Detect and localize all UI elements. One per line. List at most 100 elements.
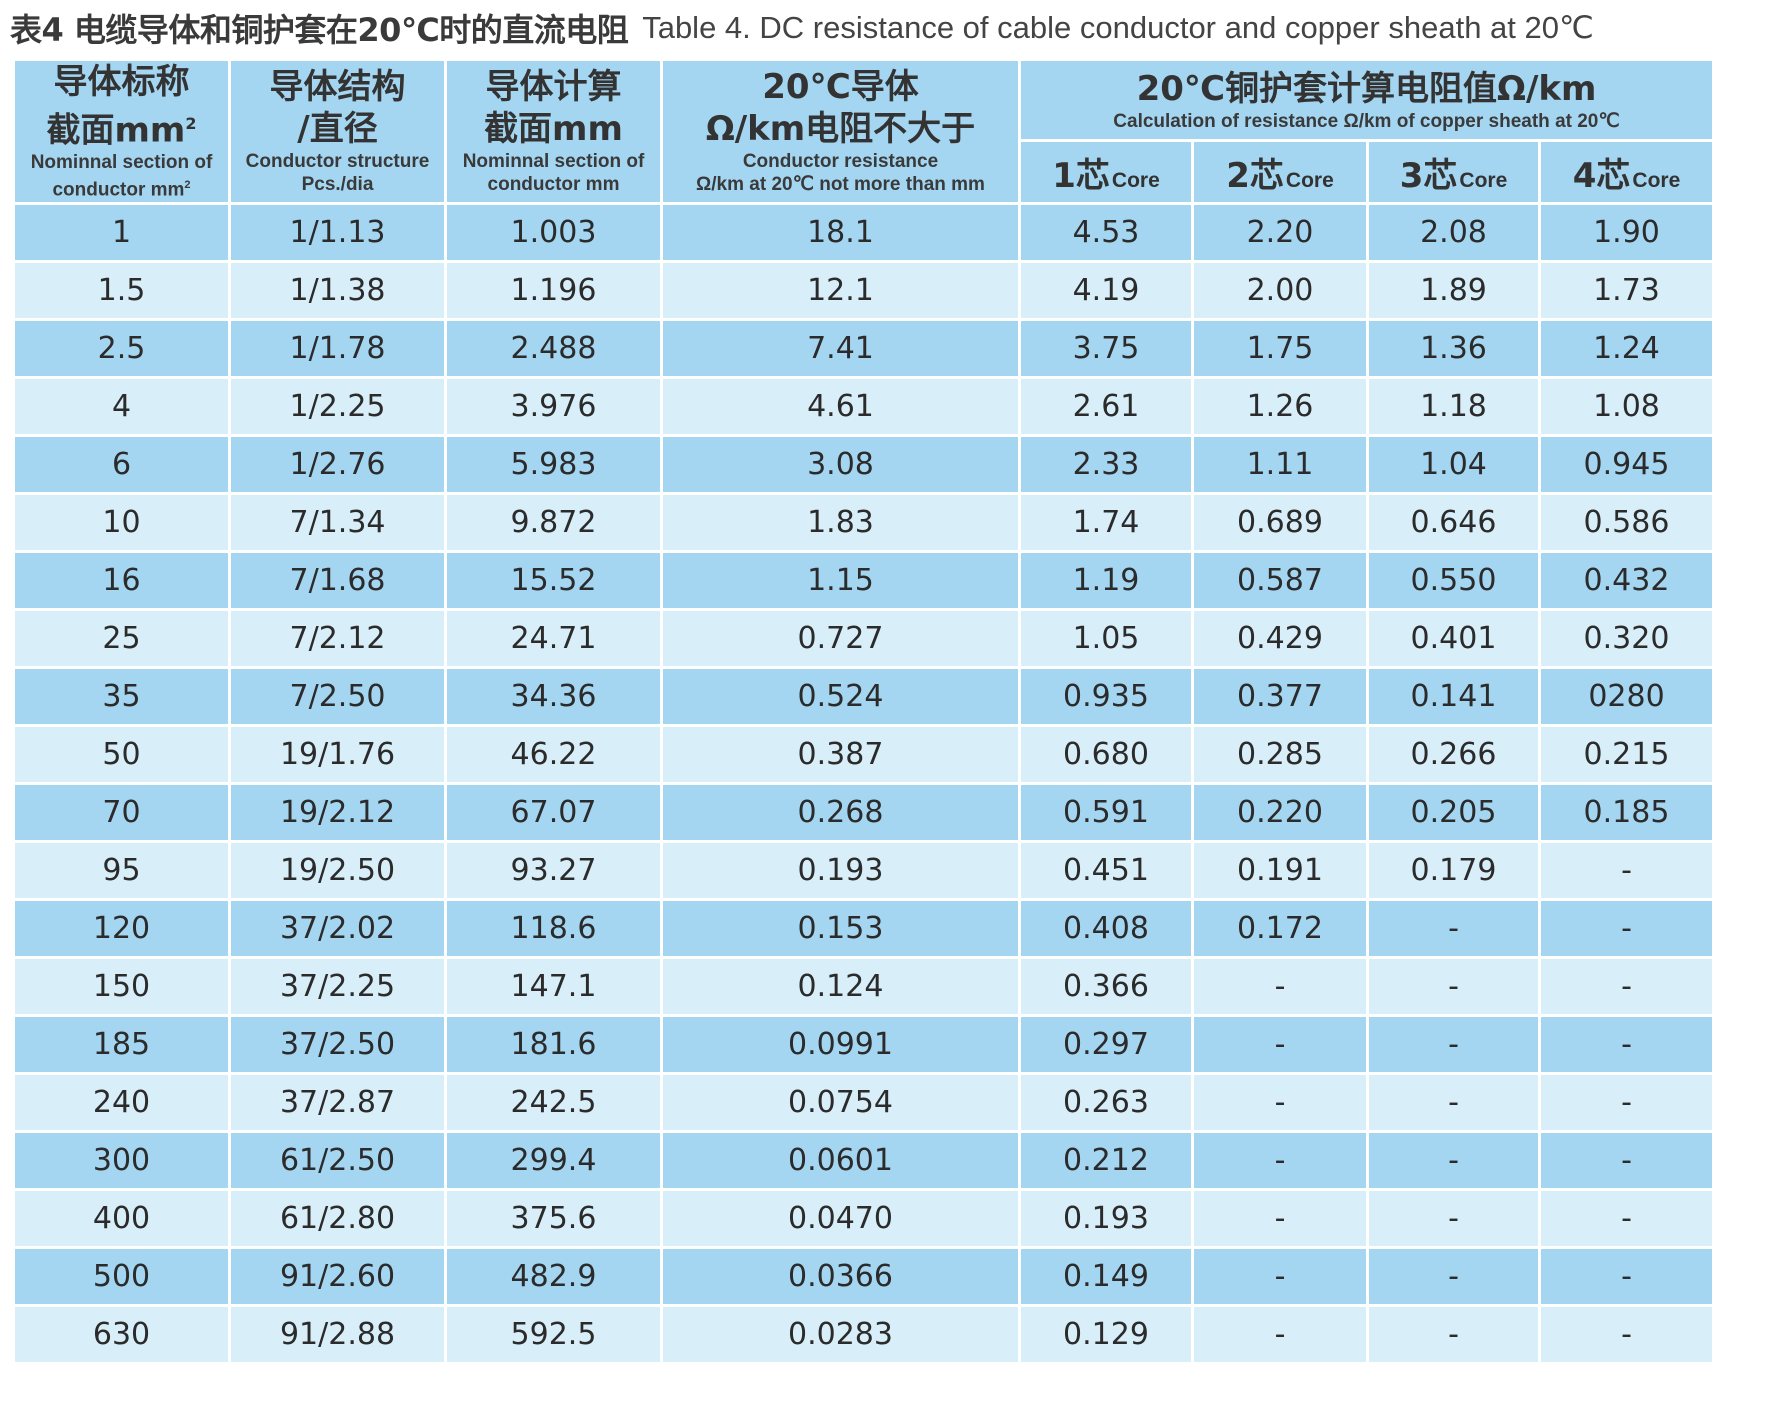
cell-calculated-section: 3.976 [444,375,663,437]
header-calc-en1: Nominnal section of [462,151,645,173]
cell-core1-resistance: 3.75 [1018,317,1194,379]
cell-core3-resistance: 0.646 [1366,491,1541,553]
cell-core1-resistance: 0.451 [1018,839,1194,901]
cell-core2-resistance: 0.172 [1191,897,1369,959]
cell-calculated-section: 2.488 [444,317,663,379]
cell-calculated-section: 181.6 [444,1013,663,1075]
cell-core1-resistance: 0.680 [1018,723,1194,785]
cell-conductor-structure: 7/1.34 [228,491,447,553]
cell-core1-resistance: 0.212 [1018,1129,1194,1191]
cell-conductor-resistance: 0.0283 [660,1303,1021,1365]
header-calculated-section: 导体计算 截面mm Nominnal section of conductor … [444,58,663,205]
cell-core4-resistance: - [1538,839,1715,901]
cell-core1-resistance: 4.53 [1018,201,1194,263]
cell-core4-resistance: 0.320 [1538,607,1715,669]
cell-core2-resistance: - [1191,1245,1369,1307]
cell-calculated-section: 93.27 [444,839,663,901]
header-calc-cn1: 导体计算 [485,67,622,108]
cell-calculated-section: 592.5 [444,1303,663,1365]
cell-core2-resistance: 1.26 [1191,375,1369,437]
header-res-en2: Ω/km at 20℃ not more than mm [696,174,985,196]
table-row: 10 7/1.34 9.872 1.83 1.74 0.689 0.646 0.586 [12,491,1715,553]
cell-nominal-section: 150 [12,955,231,1017]
header-sheath-cn: 20℃铜护套计算电阻值Ω/km [1136,68,1597,109]
cell-conductor-structure: 61/2.80 [228,1187,447,1249]
cell-core2-resistance: 0.191 [1191,839,1369,901]
table-row: 630 91/2.88 592.5 0.0283 0.129- - - [12,1303,1715,1365]
cell-core3-resistance: 0.266 [1366,723,1541,785]
cell-core2-resistance: 0.377 [1191,665,1369,727]
cell-core4-resistance: 0280 [1538,665,1715,727]
cell-conductor-structure: 7/2.50 [228,665,447,727]
cell-conductor-structure: 1/1.13 [228,201,447,263]
cell-core4-resistance: 1.24 [1538,317,1715,379]
header-res-en1: Conductor resistance [742,151,939,173]
table-row: 185 37/2.50 181.6 0.0991 0.297- - - [12,1013,1715,1075]
cell-core2-resistance: 0.220 [1191,781,1369,843]
cell-core4-resistance: 1.08 [1538,375,1715,437]
header-conductor-resistance: 20℃导体 Ω/km电阻不大于 Conductor resistance Ω/k… [660,58,1021,205]
cell-core1-resistance: 0.149 [1018,1245,1194,1307]
header-core-2: 2芯Core [1191,139,1369,205]
header-sheath-en: Calculation of resistance Ω/km of copper… [1113,110,1620,132]
cell-conductor-resistance: 18.1 [660,201,1021,263]
cell-calculated-section: 34.36 [444,665,663,727]
cell-core4-resistance: 0.945 [1538,433,1715,495]
table-body: 1 1/1.13 1.003 18.1 4.53 2.20 2.08 1.90 1.5 1/1.3… [12,201,1715,1365]
cell-conductor-resistance: 0.0470 [660,1187,1021,1249]
table-row: 35 7/2.50 34.36 0.524 0.935 0.377 0.141 0280 [12,665,1715,727]
cell-nominal-section: 16 [12,549,231,611]
cell-core3-resistance: 1.18 [1366,375,1541,437]
cell-core1-resistance: 0.297 [1018,1013,1194,1075]
header-res-cn2: Ω/km电阻不大于 [705,109,976,150]
cell-core1-resistance: 1.05 [1018,607,1194,669]
cell-core4-resistance: - [1538,1303,1715,1365]
cell-conductor-resistance: 12.1 [660,259,1021,321]
cell-core2-resistance: - [1191,1129,1369,1191]
cell-core4-resistance: 0.432 [1538,549,1715,611]
cell-core1-resistance: 0.935 [1018,665,1194,727]
cell-core3-resistance: - [1366,955,1541,1017]
cell-nominal-section: 630 [12,1303,231,1365]
cell-core3-resistance: 0.550 [1366,549,1541,611]
table-row: 150 37/2.25 147.1 0.124 0.366- - - [12,955,1715,1017]
cell-core1-resistance: 0.193 [1018,1187,1194,1249]
header-res-cn1: 20℃导体 [762,67,919,108]
header-structure-cn2: /直径 [297,109,378,150]
header-nominal-section-en2: conductor mm2 [52,179,191,201]
cell-core3-resistance: - [1366,1071,1541,1133]
cell-core2-resistance: 0.689 [1191,491,1369,553]
cell-conductor-structure: 19/2.12 [228,781,447,843]
table-row: 240 37/2.87 242.5 0.0754 0.263- - - [12,1071,1715,1133]
cell-core4-resistance: - [1538,1129,1715,1191]
cell-core3-resistance: - [1366,1303,1541,1365]
cell-core3-resistance: - [1366,1187,1541,1249]
cell-conductor-structure: 1/1.78 [228,317,447,379]
cell-core3-resistance: 2.08 [1366,201,1541,263]
cell-core2-resistance: 0.587 [1191,549,1369,611]
title-chinese: 表4 电缆导体和铜护套在20℃时的直流电阻 [10,11,629,49]
cell-core3-resistance: 1.36 [1366,317,1541,379]
cell-core2-resistance: - [1191,1013,1369,1075]
cell-nominal-section: 4 [12,375,231,437]
cell-nominal-section: 35 [12,665,231,727]
cell-nominal-section: 50 [12,723,231,785]
header-calc-en2: conductor mm [487,174,620,196]
header-sheath-resistance: 20℃铜护套计算电阻值Ω/km Calculation of resistanc… [1018,57,1715,143]
cell-conductor-resistance: 3.08 [660,433,1021,495]
header-core-3: 3芯Core [1366,139,1541,205]
header-structure-cn1: 导体结构 [269,67,406,108]
cell-core2-resistance: - [1191,1187,1369,1249]
cell-nominal-section: 300 [12,1129,231,1191]
table-row: 25 7/2.12 24.71 0.727 1.05 0.429 0.401 0.320 [12,607,1715,669]
cell-conductor-resistance: 0.524 [660,665,1021,727]
cell-conductor-structure: 91/2.88 [228,1303,447,1365]
cell-core1-resistance: 1.74 [1018,491,1194,553]
table-row: 16 7/1.68 15.52 1.15 1.19 0.587 0.550 0.432 [12,549,1715,611]
cell-conductor-structure: 37/2.87 [228,1071,447,1133]
cell-core4-resistance: 0.215 [1538,723,1715,785]
cell-calculated-section: 375.6 [444,1187,663,1249]
cell-calculated-section: 242.5 [444,1071,663,1133]
resistance-table: 导体标称 截面mm2 Nominnal section of conductor… [12,57,1715,1365]
cell-conductor-resistance: 1.15 [660,549,1021,611]
